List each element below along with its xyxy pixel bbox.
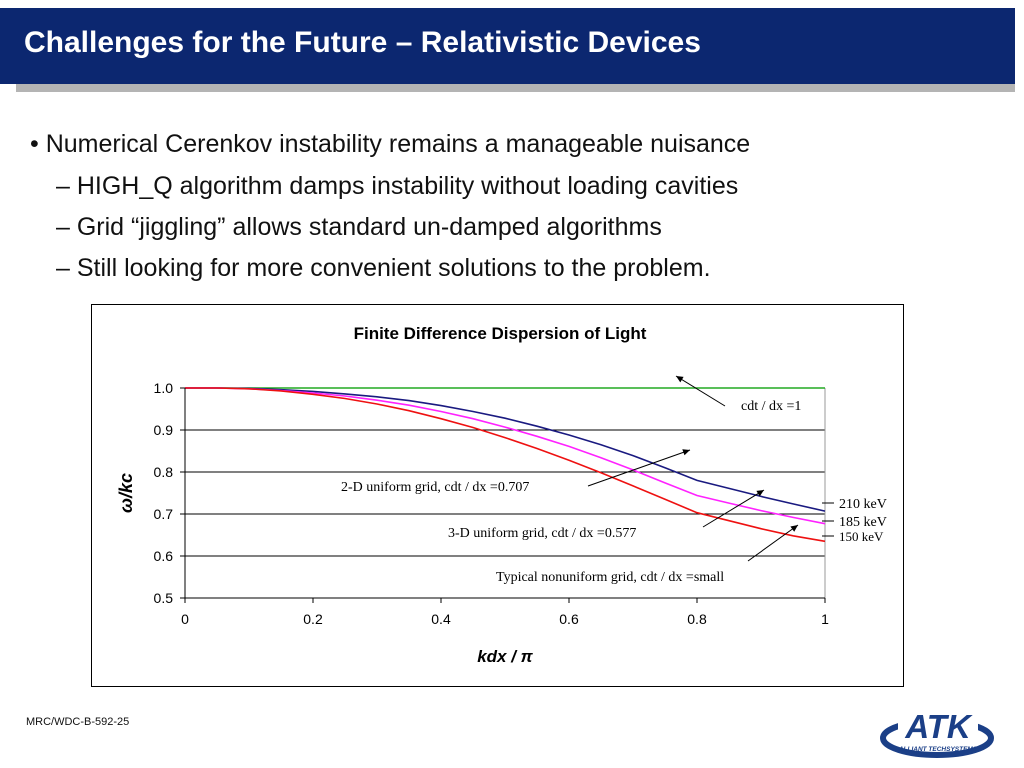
logo-subtext: ALLIANT TECHSYSTEMS xyxy=(898,746,978,753)
annotation-cdt-1: cdt / dx =1 xyxy=(741,399,801,414)
arrow-shaft xyxy=(702,489,765,528)
annotation-2d-grid: 2-D uniform grid, cdt / dx =0.707 xyxy=(341,480,529,495)
x-tick-label: 0.4 xyxy=(431,611,451,627)
x-axis-label: kdx / π xyxy=(477,647,533,666)
annotation-150-kev: 150 keV xyxy=(839,529,884,544)
y-tick-label: 0.5 xyxy=(154,590,174,606)
footer-slide-code: MRC/WDC-B-592-25 xyxy=(26,716,130,728)
x-tick-label: 0.6 xyxy=(559,611,579,627)
logo-text: ATK xyxy=(904,708,973,745)
atk-logo: ATK ALLIANT TECHSYSTEMS xyxy=(880,706,994,758)
chart-title: Finite Difference Dispersion of Light xyxy=(354,324,647,343)
series-line-3 xyxy=(185,387,826,543)
annotation-210-kev: 210 keV xyxy=(839,497,887,512)
y-axis-label: ω/kc xyxy=(116,473,136,513)
title-bar xyxy=(0,8,1015,84)
slide-title: Challenges for the Future – Relativistic… xyxy=(24,26,701,59)
title-bar-shadow xyxy=(16,84,1015,92)
dispersion-chart: Finite Difference Dispersion of Light 0.… xyxy=(116,324,887,666)
arrow-nonuniform-grid xyxy=(747,524,799,562)
sub-bullet-grid-jiggling: – Grid “jiggling” allows standard un-dam… xyxy=(56,213,662,241)
annotation-185-kev: 185 keV xyxy=(839,515,887,530)
sub-bullet-high-q: – HIGH_Q algorithm damps instability wit… xyxy=(56,172,739,200)
arrow-head xyxy=(676,376,684,383)
bullet-main: • Numerical Cerenkov instability remains… xyxy=(30,130,751,158)
arrow-head xyxy=(790,525,798,532)
x-tick-label: 1 xyxy=(821,611,829,627)
arrow-2d-grid xyxy=(587,449,691,487)
y-tick-label: 0.7 xyxy=(154,506,174,522)
arrow-head xyxy=(756,490,764,497)
y-tick-label: 1.0 xyxy=(154,380,174,396)
arrow-shaft xyxy=(587,449,691,487)
annotation-3d-grid: 3-D uniform grid, cdt / dx =0.577 xyxy=(448,526,636,541)
y-tick-label: 0.6 xyxy=(154,548,174,564)
y-tick-label: 0.8 xyxy=(154,464,174,480)
arrow-3d-grid xyxy=(702,489,765,528)
arrow-shaft xyxy=(747,524,799,562)
y-tick-label: 0.9 xyxy=(154,422,174,438)
arrow-head xyxy=(682,449,690,456)
x-tick-label: 0.8 xyxy=(687,611,707,627)
arrow-cdt-1 xyxy=(675,375,726,407)
sub-bullet-still-looking: – Still looking for more convenient solu… xyxy=(56,254,711,282)
chart-panel: Finite Difference Dispersion of Light 0.… xyxy=(91,304,904,687)
annotation-nonuniform-grid: Typical nonuniform grid, cdt / dx =small xyxy=(496,570,724,585)
x-tick-label: 0 xyxy=(181,611,189,627)
arrow-shaft xyxy=(675,375,726,407)
series-line-2 xyxy=(185,387,826,525)
series-line-1 xyxy=(185,387,826,512)
x-tick-label: 0.2 xyxy=(303,611,323,627)
